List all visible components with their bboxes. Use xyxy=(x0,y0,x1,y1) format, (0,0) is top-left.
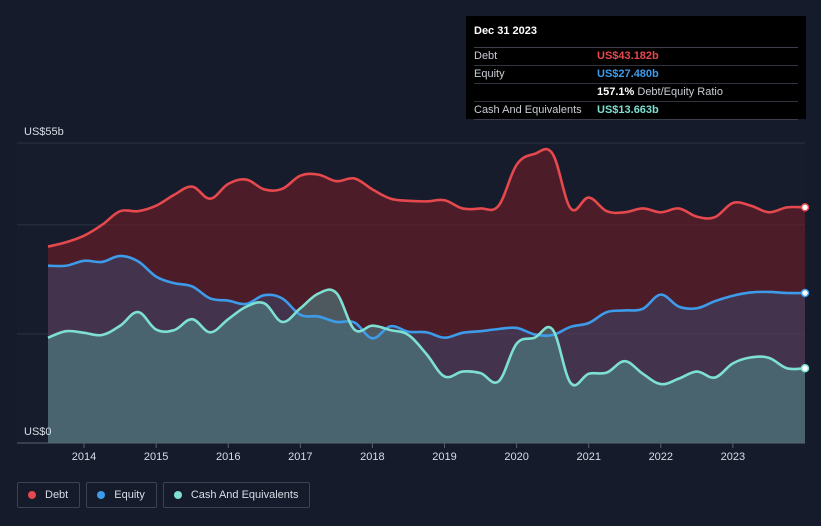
cash-area xyxy=(48,289,805,443)
tooltip-label: Equity xyxy=(474,68,505,80)
y-axis-top-label: US$55b xyxy=(24,126,64,138)
tooltip-label xyxy=(474,84,597,101)
tooltip-row-cash: Cash And Equivalents US$13.663b xyxy=(474,102,798,120)
data-tooltip: Dec 31 2023 Debt US$43.182b Equity US$27… xyxy=(466,16,806,120)
tooltip-label: Cash And Equivalents xyxy=(474,104,582,116)
legend-item-cash[interactable]: Cash And Equivalents xyxy=(162,482,311,508)
x-tick-label: 2019 xyxy=(432,451,456,463)
x-axis: 2014 2015 2016 2017 2018 2019 2020 2021 2022 2023 xyxy=(72,443,745,463)
tooltip-value: 157.1% xyxy=(597,86,635,98)
tooltip-row-debt: Debt US$43.182b xyxy=(474,48,798,66)
equity-line xyxy=(47,254,806,340)
end-markers xyxy=(800,203,810,373)
x-tick-label: 2017 xyxy=(288,451,312,463)
dot-icon xyxy=(97,491,106,499)
equity-end-marker xyxy=(800,288,810,298)
debt-end-marker xyxy=(800,203,810,212)
tooltip-ratio: 157.1% Debt/Equity Ratio xyxy=(597,84,723,101)
tooltip-value: US$43.182b xyxy=(597,50,659,62)
dot-icon xyxy=(28,491,36,499)
chart-legend: Debt Equity Cash And Equivalents xyxy=(17,482,311,508)
legend-item-debt[interactable]: Debt xyxy=(17,482,81,508)
dot-icon xyxy=(173,491,182,499)
tooltip-date: Dec 31 2023 xyxy=(474,23,798,48)
x-tick-label: 2020 xyxy=(504,451,528,463)
series-areas xyxy=(48,149,805,443)
x-tick-label: 2015 xyxy=(144,451,168,463)
series-lines xyxy=(47,147,806,387)
x-tick-label: 2018 xyxy=(360,451,384,463)
cash-line xyxy=(47,288,806,387)
x-tick-label: 2016 xyxy=(216,451,240,463)
x-tick-label: 2023 xyxy=(721,451,745,463)
tooltip-row-equity: Equity US$27.480b xyxy=(474,66,798,84)
tooltip-ratio-suffix: Debt/Equity Ratio xyxy=(637,86,723,98)
x-tick-label: 2014 xyxy=(72,451,96,463)
legend-label: Cash And Equivalents xyxy=(190,489,299,501)
legend-label: Equity xyxy=(114,489,145,501)
y-axis-bottom-label: US$0 xyxy=(24,426,52,438)
x-tick-label: 2021 xyxy=(576,451,600,463)
tooltip-value: US$13.663b xyxy=(597,104,659,116)
tooltip-value: US$27.480b xyxy=(597,68,659,80)
legend-label: Debt xyxy=(45,489,69,501)
debt-line xyxy=(47,147,806,248)
legend-item-equity[interactable]: Equity xyxy=(86,482,157,508)
tooltip-label: Debt xyxy=(474,50,498,62)
x-tick-label: 2022 xyxy=(649,451,673,463)
cash-end-marker xyxy=(800,364,810,373)
tooltip-row-ratio: 157.1% Debt/Equity Ratio xyxy=(474,84,798,102)
